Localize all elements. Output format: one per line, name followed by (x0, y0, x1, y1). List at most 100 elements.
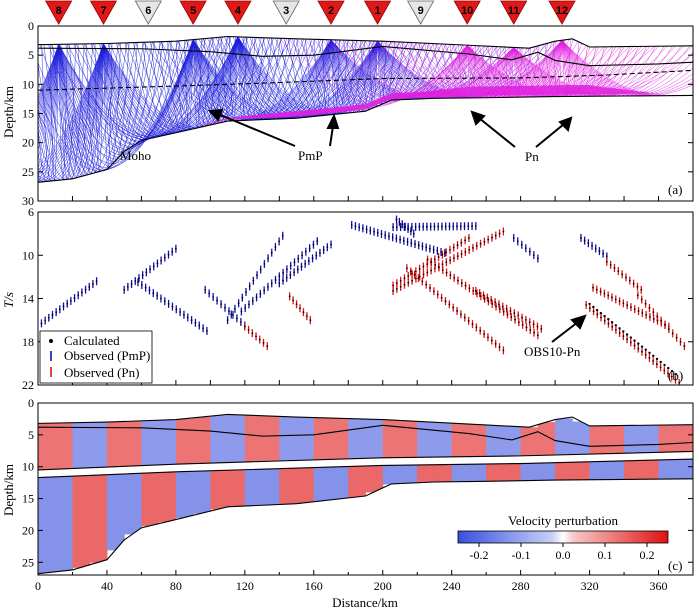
calculated-point (607, 294, 610, 297)
perturbation-cell (193, 483, 211, 487)
perturbation-cell (486, 467, 504, 469)
perturbation-cell (382, 422, 401, 426)
obs-8-label: 8 (56, 5, 62, 17)
calculated-point (304, 250, 307, 253)
calculated-point (414, 270, 417, 273)
perturbation-cell (262, 447, 280, 451)
perturbation-cell (244, 447, 263, 451)
perturbation-cell (641, 445, 660, 448)
perturbation-cell (365, 476, 384, 479)
perturbation-cell (624, 476, 642, 478)
perturbation-cell (262, 476, 280, 479)
calculated-point (441, 263, 444, 266)
perturbation-cell (658, 445, 677, 448)
perturbation-cell (296, 452, 315, 456)
calculated-point (440, 296, 443, 299)
perturbation-cell (434, 472, 453, 474)
perturbation-cell (175, 424, 194, 428)
calculated-point (259, 268, 262, 271)
perturbation-cell (675, 460, 693, 462)
perturbation-cell (589, 436, 608, 439)
perturbation-cell (675, 424, 693, 427)
calculated-point (580, 237, 582, 239)
y-tick-label: 22 (22, 378, 34, 392)
perturbation-cell (55, 481, 73, 487)
calculated-point (88, 285, 91, 288)
perturbation-cell (503, 473, 522, 476)
perturbation-cell (606, 429, 625, 432)
perturbation-cell (555, 472, 573, 475)
perturbation-cell (331, 431, 349, 435)
perturbation-cell (503, 478, 522, 480)
obs-1-label: 1 (375, 5, 381, 17)
calculated-point (123, 288, 126, 291)
calculated-point (659, 360, 662, 364)
perturbation-cell (262, 427, 280, 431)
perturbation-cell (193, 489, 211, 493)
perturbation-cell (641, 463, 660, 465)
perturbation-cell (141, 486, 160, 490)
perturbation-cell (451, 478, 470, 480)
perturbation-cell (641, 425, 660, 428)
calculated-point (297, 257, 300, 260)
perturbation-cell (124, 423, 142, 428)
calculated-point (422, 273, 425, 276)
x-tick-label: 80 (170, 579, 182, 593)
perturbation-cell (141, 517, 160, 521)
perturbation-cell (537, 462, 556, 465)
calculated-point (453, 257, 455, 260)
perturbation-cell (382, 470, 401, 473)
perturbation-cell (624, 449, 642, 452)
perturbation-cell (451, 427, 470, 431)
calculated-point (655, 363, 658, 366)
calculated-point (292, 299, 295, 302)
perturbation-cell (55, 495, 73, 501)
perturbation-cell (72, 475, 91, 481)
obs-1-marker (363, 0, 392, 25)
perturbation-cell (417, 471, 435, 474)
calculated-point (494, 342, 497, 345)
calculated-point (399, 279, 402, 282)
perturbation-cell (675, 434, 693, 438)
perturbation-cell (38, 510, 56, 516)
y-tick-label: 6 (28, 205, 34, 219)
calculated-point (595, 308, 599, 312)
calculated-point (156, 294, 159, 297)
calculated-point (391, 236, 394, 239)
perturbation-cell (675, 459, 693, 461)
calculated-point (300, 265, 303, 268)
perturbation-cell (624, 430, 642, 433)
calculated-point (449, 274, 452, 277)
perturbation-cell (141, 456, 160, 461)
calculated-point (421, 245, 424, 248)
perturbation-cell (382, 469, 401, 472)
perturbation-cell (399, 475, 418, 477)
perturbation-cell (158, 499, 177, 503)
perturbation-cell (244, 471, 263, 474)
perturbation-cell (555, 475, 573, 477)
calculated-point (630, 306, 632, 309)
calculated-point (505, 307, 508, 310)
calculated-point (239, 321, 242, 323)
obs-12-label: 12 (556, 5, 568, 17)
perturbation-cell (106, 430, 125, 434)
perturbation-cell (589, 477, 608, 480)
perturbation-cell (555, 473, 573, 476)
perturbation-cell (555, 450, 573, 453)
perturbation-cell (210, 476, 229, 479)
calculated-point (305, 315, 308, 318)
perturbation-cell (348, 438, 366, 442)
perturbation-cell (141, 437, 160, 441)
perturbation-cell (572, 461, 591, 464)
perturbation-cell (399, 476, 418, 479)
calculated-point (407, 281, 410, 284)
perturbation-cell (279, 441, 298, 445)
perturbation-cell (537, 426, 556, 429)
perturbation-cell (262, 470, 280, 473)
perturbation-cell (675, 431, 693, 434)
annotation-arrows (207, 108, 573, 148)
perturbation-cell (244, 474, 263, 478)
calculated-point (498, 308, 501, 311)
perturbation-cell (365, 419, 384, 423)
